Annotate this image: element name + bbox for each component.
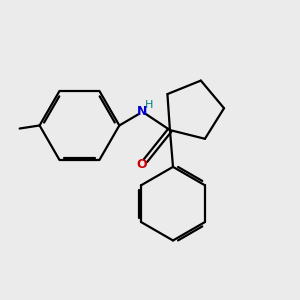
Text: N: N (137, 105, 148, 118)
Text: H: H (145, 100, 153, 110)
Text: O: O (136, 158, 147, 171)
